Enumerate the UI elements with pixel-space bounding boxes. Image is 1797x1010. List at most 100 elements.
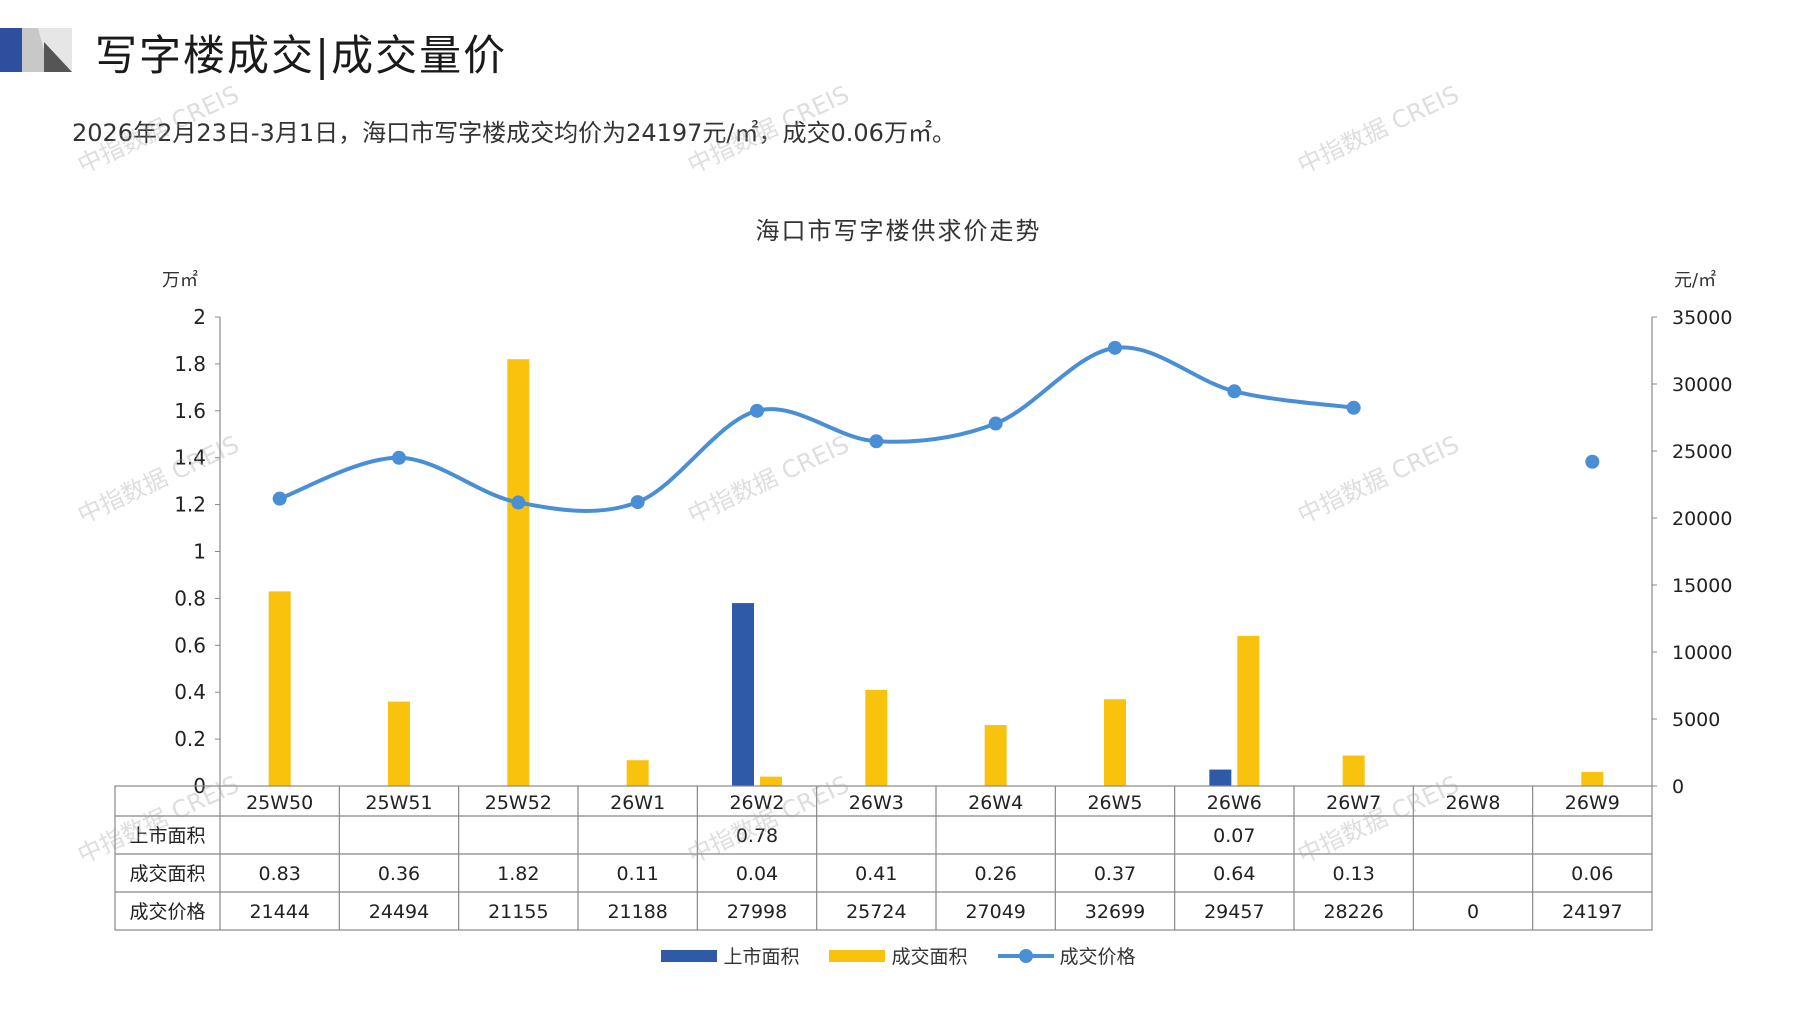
legend-item-listed: 上市面积 <box>661 942 799 969</box>
x-tick-label: 26W7 <box>1326 792 1381 814</box>
y-tick-label-left: 1.8 <box>174 352 206 376</box>
x-tick-label: 25W50 <box>246 792 313 814</box>
y-tick-label-right: 20000 <box>1672 508 1732 530</box>
y-tick-label-right: 0 <box>1672 776 1684 798</box>
table-cell: 29457 <box>1204 901 1264 923</box>
table-cell: 27998 <box>727 901 787 923</box>
table-cell: 21188 <box>607 901 667 923</box>
x-tick-label: 26W5 <box>1087 792 1142 814</box>
bar-traded-area <box>626 760 649 786</box>
table-row-label: 成交价格 <box>129 901 205 923</box>
y-tick-label-right: 25000 <box>1672 441 1732 463</box>
legend-swatch-price <box>997 948 1054 963</box>
y-tick-label-right: 35000 <box>1672 307 1732 329</box>
table-cell: 0.78 <box>736 825 778 847</box>
table-cell: 0.26 <box>975 863 1017 885</box>
y-tick-label-left: 0.6 <box>174 633 206 657</box>
y-tick-label-left: 0.2 <box>174 727 206 751</box>
data-table-border <box>114 785 1653 931</box>
price-point <box>750 403 764 418</box>
table-cell: 24197 <box>1562 901 1622 923</box>
table-cell: 1.82 <box>497 863 539 885</box>
table-cell: 0 <box>1467 901 1479 923</box>
price-point <box>869 434 884 449</box>
table-cell: 0.04 <box>736 863 778 885</box>
y-tick-label-left: 1.2 <box>174 493 206 517</box>
chart-title: 海口市写字楼供求价走势 <box>755 217 1042 245</box>
price-point <box>1346 400 1361 415</box>
price-point <box>1585 454 1600 469</box>
x-tick-label: 26W4 <box>968 792 1023 814</box>
table-cell: 0.06 <box>1571 863 1613 885</box>
table-row-label: 成交面积 <box>129 863 205 885</box>
x-tick-label: 25W52 <box>485 792 552 814</box>
table-cell: 24494 <box>369 901 429 923</box>
bar-traded-area <box>388 701 410 786</box>
x-tick-label: 26W2 <box>729 792 784 814</box>
legend-label-traded: 成交面积 <box>891 946 968 968</box>
y-tick-label-left: 2 <box>193 305 206 329</box>
x-tick-label: 26W8 <box>1445 792 1500 814</box>
price-line <box>278 345 1354 513</box>
table-cell: 21155 <box>488 901 548 923</box>
bar-traded-area <box>1237 635 1260 786</box>
table-row-label: 上市面积 <box>129 825 205 847</box>
bar-traded-area <box>507 359 530 786</box>
legend-swatch-traded <box>829 949 886 962</box>
price-point <box>988 416 1003 431</box>
x-tick-label: 25W51 <box>365 792 432 814</box>
y-tick-label-left: 1.4 <box>174 446 206 470</box>
y-tick-label-right: 5000 <box>1672 709 1720 731</box>
page-title: 写字楼成交|成交量价 <box>95 31 508 80</box>
bar-traded-area <box>268 591 291 786</box>
x-tick-label: 26W1 <box>610 792 665 814</box>
price-point <box>1108 340 1122 355</box>
table-cell: 0.13 <box>1333 863 1375 885</box>
x-tick-label: 26W3 <box>849 792 904 814</box>
x-tick-label: 26W9 <box>1565 792 1620 814</box>
price-point <box>630 495 645 510</box>
summary-text: 2026年2月23日-3月1日，海口市写字楼成交均价为24197元/㎡，成交0.… <box>72 119 956 147</box>
bar-listed-area <box>1209 769 1232 786</box>
legend-swatch-listed <box>661 949 718 962</box>
table-cell: 25724 <box>846 901 906 923</box>
legend-label-price: 成交价格 <box>1059 946 1136 968</box>
table-cell: 28226 <box>1323 901 1383 923</box>
legend-item-traded: 成交面积 <box>829 942 968 969</box>
y-tick-label-left: 0.8 <box>174 586 206 610</box>
legend-item-price: 成交价格 <box>997 942 1136 969</box>
bar-traded-area <box>865 689 888 786</box>
table-cell: 0.36 <box>378 863 420 885</box>
price-point <box>392 450 406 465</box>
y-tick-label-left: 1 <box>193 540 206 564</box>
legend-label-listed: 上市面积 <box>723 946 800 968</box>
bar-traded-area <box>984 725 1007 786</box>
table-cell: 0.37 <box>1094 863 1136 885</box>
price-point <box>272 491 287 506</box>
y-tick-label-right: 10000 <box>1672 642 1732 664</box>
bar-listed-area <box>732 603 754 786</box>
right-axis-unit: 元/㎡ <box>1674 270 1717 291</box>
table-cell: 32699 <box>1085 901 1145 923</box>
chart-legend: 上市面积 成交面积 成交价格 <box>0 942 1797 969</box>
bar-traded-area <box>1581 771 1604 786</box>
table-cell: 0.41 <box>855 863 897 885</box>
table-cell: 21444 <box>249 901 309 923</box>
y-tick-label-left: 1.6 <box>174 399 206 423</box>
brand-logo <box>0 28 72 72</box>
bar-traded-area <box>760 776 782 786</box>
x-tick-label: 26W6 <box>1207 792 1262 814</box>
bar-traded-area <box>1342 755 1365 786</box>
table-cell: 0.64 <box>1213 863 1255 885</box>
table-cell: 27049 <box>965 901 1025 923</box>
left-axis-unit: 万㎡ <box>162 270 198 291</box>
table-cell: 0.07 <box>1213 825 1255 847</box>
y-tick-label-left: 0.4 <box>174 680 206 704</box>
table-cell: 0.83 <box>259 863 301 885</box>
y-tick-label-right: 15000 <box>1672 575 1732 597</box>
bar-traded-area <box>1104 699 1126 786</box>
price-point <box>511 495 526 510</box>
price-point <box>1227 384 1242 399</box>
table-cell: 0.11 <box>617 863 659 885</box>
